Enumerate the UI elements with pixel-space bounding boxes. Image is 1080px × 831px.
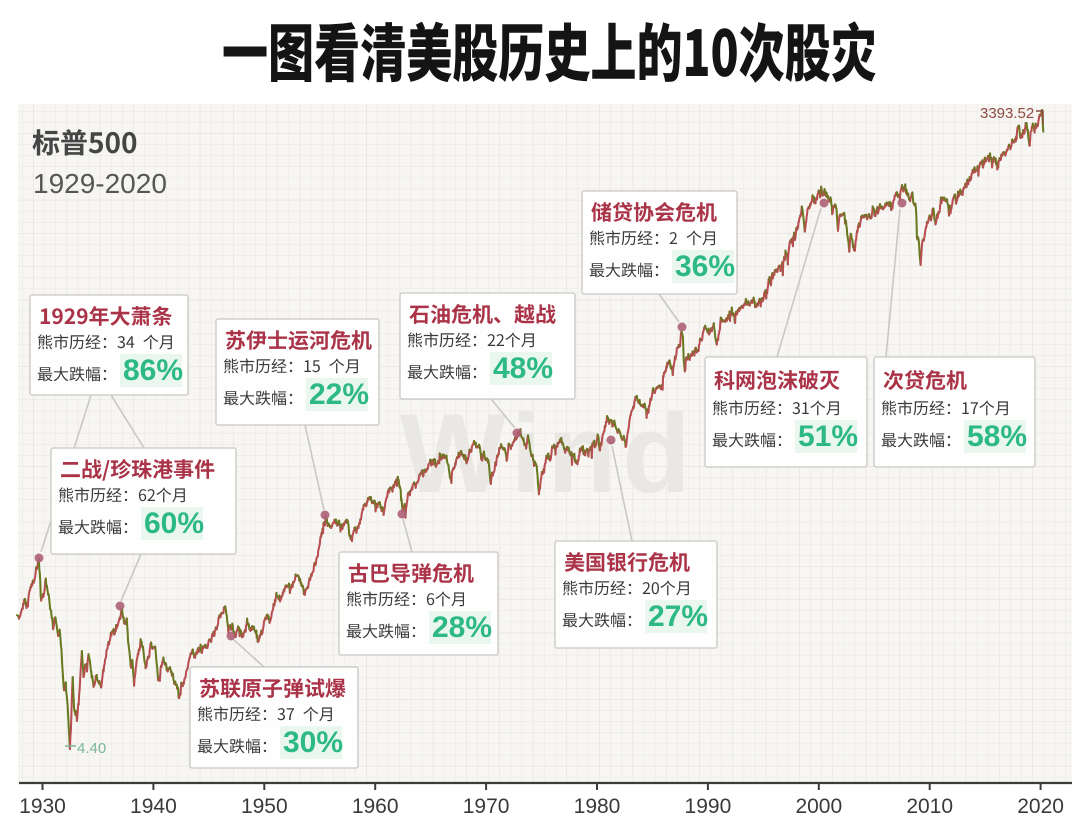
- svg-text:51%: 51%: [798, 420, 858, 453]
- svg-text:2020: 2020: [1017, 795, 1064, 818]
- svg-text:1929-2020: 1929-2020: [33, 168, 167, 199]
- svg-text:58%: 58%: [967, 420, 1027, 453]
- svg-text:48%: 48%: [493, 352, 553, 385]
- svg-text:1980: 1980: [574, 795, 621, 818]
- svg-text:1960: 1960: [352, 795, 399, 818]
- svg-text:60%: 60%: [144, 507, 204, 540]
- svg-text:1930: 1930: [19, 795, 66, 818]
- svg-text:1990: 1990: [685, 795, 732, 818]
- svg-text:2000: 2000: [795, 795, 842, 818]
- svg-text:3393.52: 3393.52: [980, 105, 1034, 122]
- svg-text:36%: 36%: [675, 250, 735, 283]
- svg-text:1970: 1970: [463, 795, 510, 818]
- svg-text:4.40: 4.40: [77, 740, 106, 757]
- svg-text:Wind: Wind: [400, 391, 697, 516]
- svg-text:22%: 22%: [309, 378, 369, 411]
- svg-text:28%: 28%: [432, 611, 492, 644]
- svg-text:86%: 86%: [123, 354, 183, 387]
- svg-text:1940: 1940: [130, 795, 177, 818]
- svg-text:2010: 2010: [906, 795, 953, 818]
- svg-text:30%: 30%: [283, 726, 343, 759]
- svg-text:27%: 27%: [648, 600, 708, 633]
- svg-text:1950: 1950: [241, 795, 288, 818]
